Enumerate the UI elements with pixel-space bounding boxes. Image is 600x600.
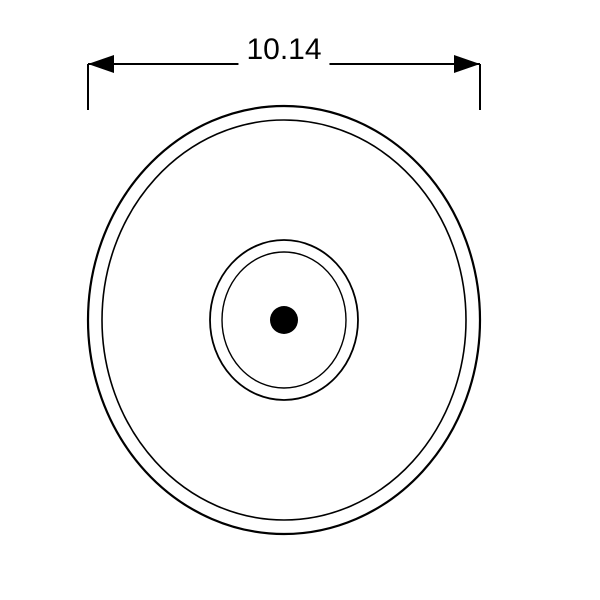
dimension-label: 10.14	[238, 33, 329, 67]
drawing-stage: 10.14	[0, 0, 600, 600]
technical-drawing	[0, 0, 600, 600]
